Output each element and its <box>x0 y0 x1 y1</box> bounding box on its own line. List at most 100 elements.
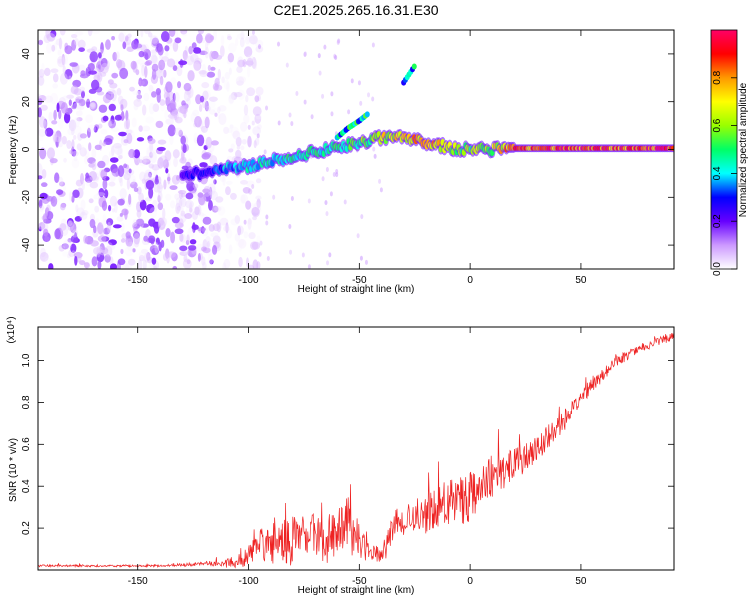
spectrogram-cell <box>215 196 224 203</box>
spectrogram-cell <box>219 45 225 58</box>
spectrogram-cell <box>90 240 99 247</box>
spectrogram-cell <box>172 41 179 52</box>
spectrogram-cell <box>118 155 123 160</box>
spectrogram-cell <box>109 157 119 163</box>
snr-frame <box>37 326 675 571</box>
spectrogram-cell <box>180 210 186 217</box>
spectrogram-cell <box>64 69 73 80</box>
spectrogram-cell <box>155 237 160 245</box>
spectrogram-x-tick-label: -150 <box>128 275 148 286</box>
spectrogram-cell <box>61 53 66 66</box>
spectrogram-cell <box>133 149 141 159</box>
spectrogram-cell <box>133 99 142 107</box>
spectrogram-cell <box>325 167 329 173</box>
spectrogram-cell <box>39 205 45 210</box>
spectrogram-cell <box>151 55 159 66</box>
spectrogram-cell <box>208 96 218 102</box>
spectrogram-cell <box>71 39 77 51</box>
spectrogram-cell <box>76 207 85 219</box>
spectrogram-cell <box>325 211 329 217</box>
spectrogram-cell <box>170 231 176 244</box>
spectrogram-cell <box>356 233 360 239</box>
spectrogram-cell <box>238 238 247 249</box>
spectrogram-cell <box>89 102 96 107</box>
spectrogram-cell <box>90 79 100 91</box>
spectrogram-cell <box>195 94 202 105</box>
spectrogram-cell <box>181 31 188 37</box>
spectrogram-cell <box>178 218 184 227</box>
spectrogram-cell <box>144 65 148 78</box>
spectrogram-cell <box>78 98 86 107</box>
spectrogram-cell <box>247 217 252 230</box>
spectrogram-cell <box>125 263 132 269</box>
spectrogram-cell <box>176 205 182 211</box>
spectrogram-cell <box>216 106 221 114</box>
spectrogram-cell <box>93 225 97 234</box>
spectrogram-cell <box>204 100 210 112</box>
spectrogram-cell <box>228 42 237 53</box>
spectrogram-cell <box>149 245 159 254</box>
spectrogram-cell <box>157 157 164 169</box>
spectrogram-cell <box>68 119 77 132</box>
spectrogram-cell <box>160 31 170 43</box>
spectrogram-cell <box>364 111 370 118</box>
spectrogram-cell <box>106 242 113 249</box>
spectrogram-cell <box>196 33 203 44</box>
spectrogram-cell <box>248 232 256 240</box>
spectrogram-cell <box>207 64 212 72</box>
colorbar-tick-label: 0.2 <box>712 214 723 228</box>
spectrogram-cell <box>67 128 75 136</box>
spectrogram-cell <box>236 225 244 235</box>
spectrogram-cell <box>226 81 230 92</box>
spectrogram-cell <box>40 120 48 129</box>
spectrogram-cell <box>247 135 252 148</box>
spectrogram-cell <box>68 75 72 81</box>
spectrogram-cell <box>136 209 142 218</box>
spectrogram-cell <box>237 56 244 69</box>
snr-x-tick-label: 50 <box>575 576 587 587</box>
spectrogram-ylabel: Frequency (Hz) <box>8 116 19 185</box>
spectrogram-cell <box>172 65 178 71</box>
spectrogram-cell <box>94 144 102 151</box>
spectrogram-cell <box>256 235 261 244</box>
spectrogram-cell <box>158 218 166 228</box>
spectrogram-cell <box>89 175 99 181</box>
spectrogram-cell <box>103 189 109 199</box>
spectrogram-cell <box>89 51 99 63</box>
spectrogram-cell <box>171 216 180 224</box>
spectrogram-cell <box>131 117 137 128</box>
spectrogram-cell <box>174 92 180 103</box>
spectrogram-ridge <box>179 63 674 183</box>
spectrogram-cell <box>209 109 216 115</box>
spectrogram-cell <box>259 240 263 246</box>
spectrogram-cell <box>153 168 158 177</box>
spectrogram-cell <box>201 246 207 252</box>
spectrogram-cell <box>193 61 201 72</box>
spectrogram-cell <box>66 139 72 150</box>
spectrogram-cell <box>148 163 155 169</box>
spectrogram-cell <box>196 134 205 147</box>
spectrogram-cell <box>235 136 242 147</box>
spectrogram-cell <box>86 127 91 139</box>
spectrogram-cell <box>129 181 138 189</box>
spectrogram-cell <box>96 245 101 258</box>
spectrogram-cell <box>109 263 118 269</box>
spectrogram-cell <box>205 136 213 149</box>
figure-title: C2E1.2025.265.16.31.E30 <box>273 2 438 18</box>
spectrogram-cell <box>185 55 195 66</box>
spectrogram-cell <box>56 55 66 68</box>
spectrogram-cell <box>237 225 242 236</box>
spectrogram-cell <box>165 118 174 125</box>
spectrogram-cell <box>96 192 106 197</box>
spectrogram-cell <box>51 44 56 52</box>
spectrogram-cell <box>277 120 281 126</box>
spectrogram-cell <box>154 178 159 185</box>
spectrogram-cell <box>98 188 105 198</box>
spectrogram-cell <box>191 42 197 50</box>
spectrogram-cell <box>169 133 174 145</box>
spectrogram-cell <box>96 252 105 263</box>
spectrogram-cell <box>130 60 137 70</box>
spectrogram-cell <box>258 251 262 257</box>
spectrogram-cell <box>217 111 221 120</box>
spectrogram-x-tick-label: 0 <box>467 275 473 286</box>
